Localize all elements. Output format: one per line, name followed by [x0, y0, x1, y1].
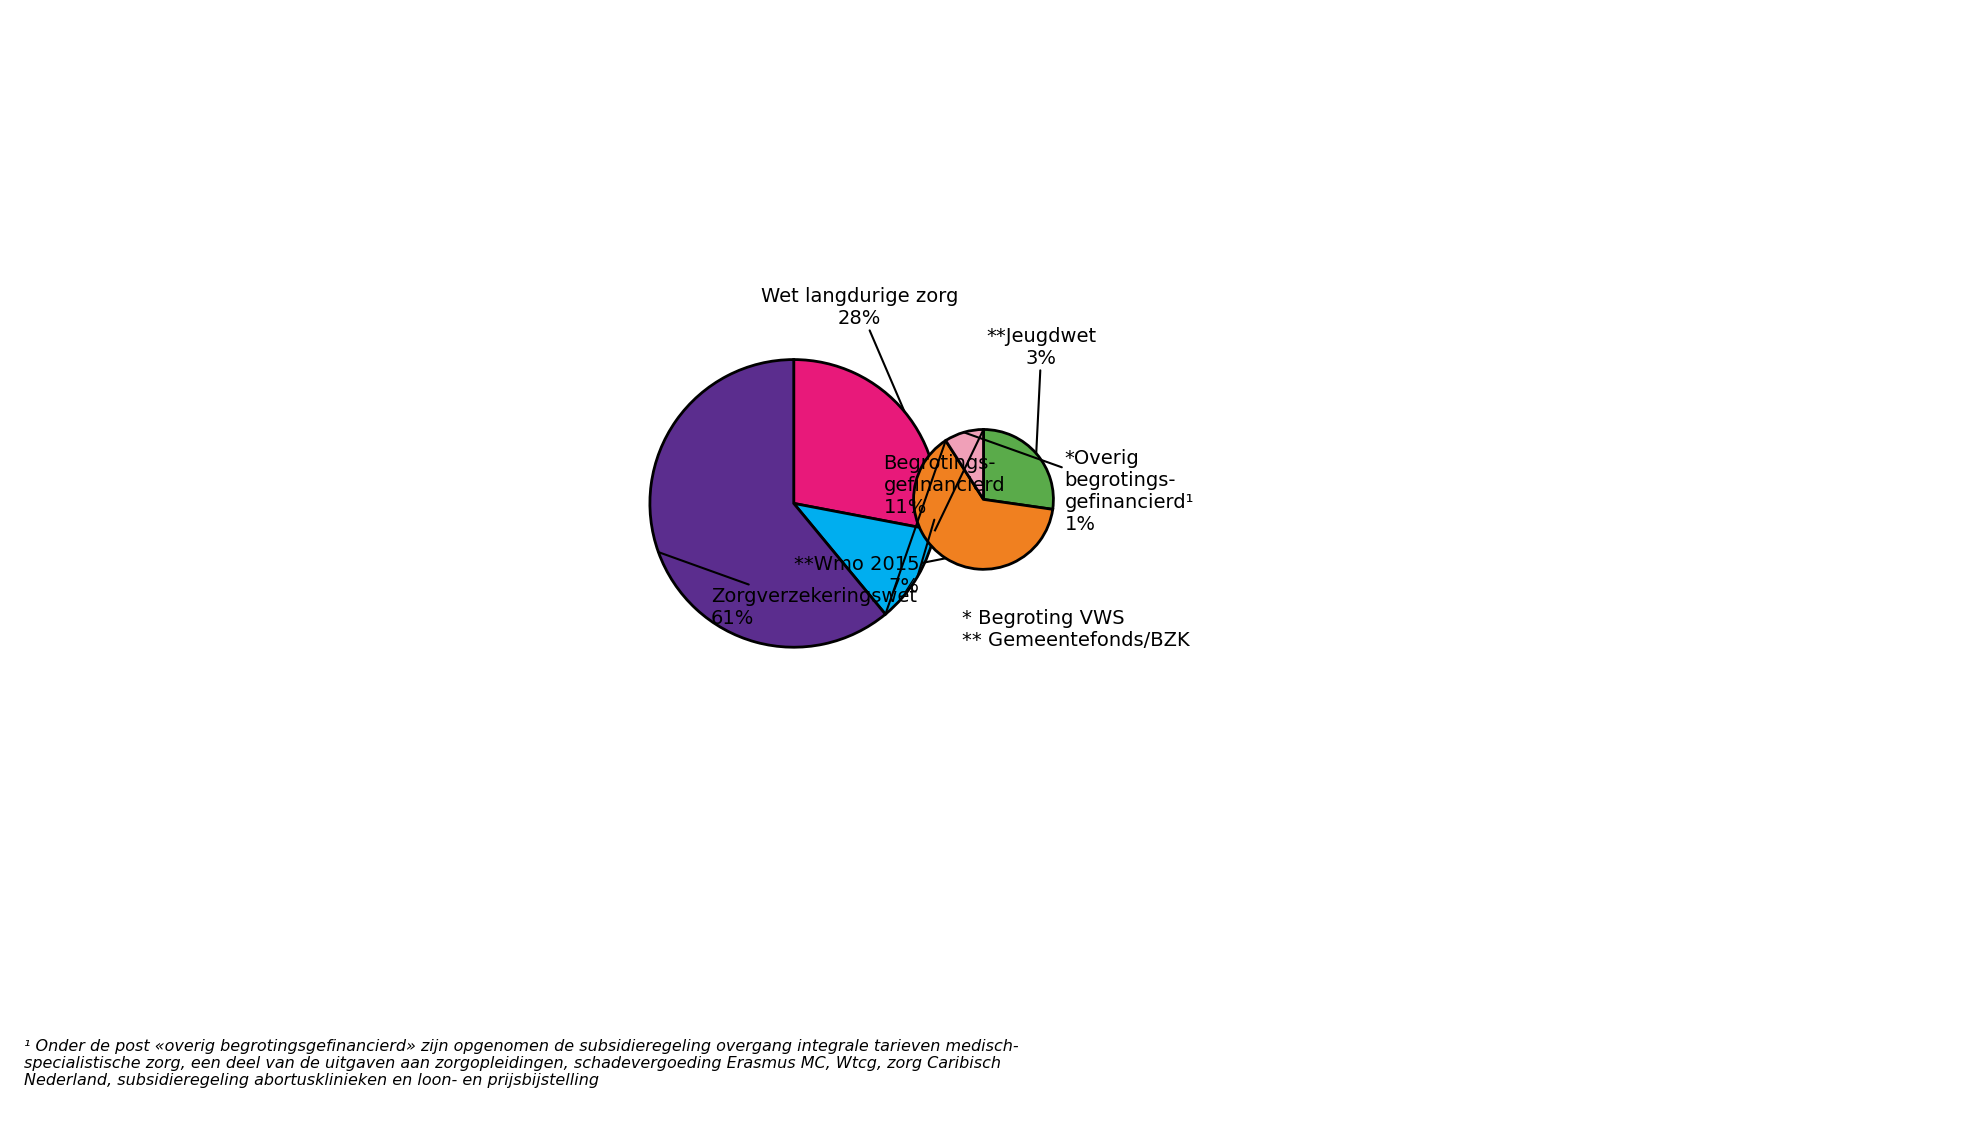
Wedge shape [795, 504, 934, 614]
Wedge shape [913, 440, 1052, 570]
Wedge shape [984, 429, 1054, 510]
Text: *Overig
begrotings-
gefinancierd¹
1%: *Overig begrotings- gefinancierd¹ 1% [964, 432, 1194, 533]
Text: **Jeugdwet
3%: **Jeugdwet 3% [985, 327, 1096, 454]
Text: ** Gemeentefonds/BZK: ** Gemeentefonds/BZK [962, 631, 1190, 650]
Text: Begrotings-
gefinancierd
11%: Begrotings- gefinancierd 11% [883, 454, 1005, 577]
Wedge shape [649, 360, 885, 647]
Text: Zorgverzekeringswet
61%: Zorgverzekeringswet 61% [659, 552, 917, 629]
Text: ¹ Onder de post «overig begrotingsgefinancierd» zijn opgenomen de subsidieregeli: ¹ Onder de post «overig begrotingsgefina… [24, 1039, 1019, 1088]
Text: Wet langdurige zorg
28%: Wet langdurige zorg 28% [761, 287, 958, 412]
Text: * Begroting VWS: * Begroting VWS [962, 609, 1125, 629]
Wedge shape [795, 360, 938, 530]
Text: **Wmo 2015
7%: **Wmo 2015 7% [795, 555, 946, 596]
Wedge shape [946, 429, 984, 499]
